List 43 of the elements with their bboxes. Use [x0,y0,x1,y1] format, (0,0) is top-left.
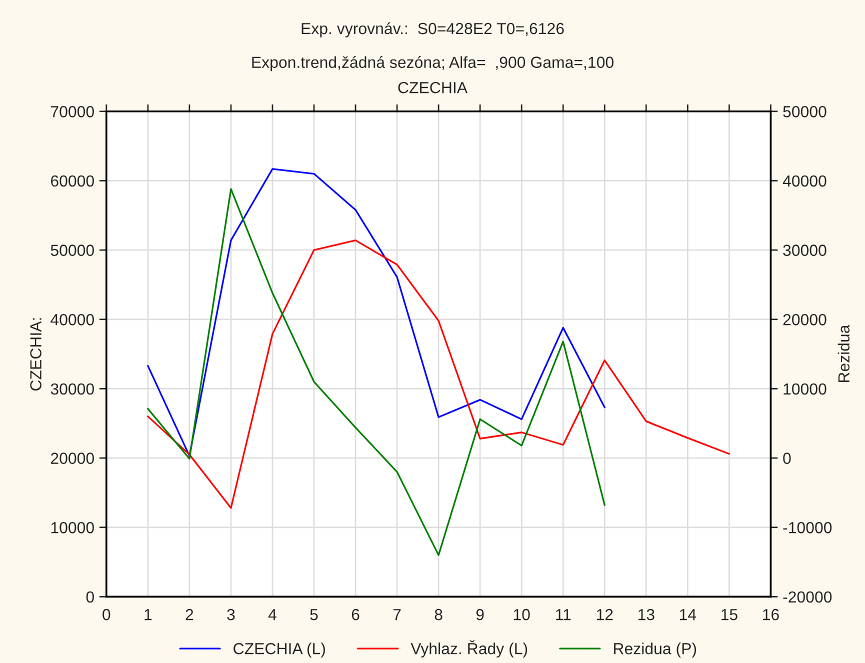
chart-title: Exp. vyrovnáv.: S0=428E2 T0=,6126 [302,22,564,38]
x-tick-label: 2 [186,608,194,620]
y-tick-label: 0 [86,591,94,603]
x-tick-label: 10 [514,608,530,620]
x-tick-label: 4 [268,609,276,620]
y-tick-label: 30000 [50,383,94,395]
x-tick-label: 16 [763,608,779,620]
line-series [147,240,730,509]
x-tick-label: 11 [556,609,571,620]
x-tick-label: 8 [434,608,442,620]
x-tick-label: 5 [310,609,318,620]
line-series [147,168,606,457]
y2-tick-label: 40000 [782,175,826,187]
x-tick-label: 12 [596,608,613,620]
y2-tick-label: 30000 [783,244,826,256]
legend-label: Vyhlaz. Řady (L) [410,640,528,658]
y-tick-label: 40000 [50,314,94,326]
y2-tick-label: -20000 [783,591,832,603]
y-axis-title: CZECHIA: [30,318,42,390]
y-tick-label: 50000 [50,244,94,256]
y-tick-label: 10000 [51,522,94,534]
x-tick-label: 13 [638,608,654,620]
x-tick-label: 15 [722,609,738,620]
y2-tick-label: 10000 [784,383,826,395]
y2-axis-title: Rezidua [838,324,850,382]
y2-tick-label: 50000 [783,106,826,118]
legend-label: CZECHIA (L) [234,642,325,658]
y2-tick-label: 20000 [783,314,826,326]
y2-tick-label: -10000 [783,522,832,534]
x-tick-label: 3 [227,608,235,620]
legend-label: Rezidua (P) [614,642,696,658]
x-tick-label: 14 [680,609,696,620]
x-tick-label: 0 [102,608,110,620]
line-series [147,188,606,556]
y-tick-label: 20000 [50,452,94,464]
x-tick-label: 9 [476,608,484,620]
x-tick-label: 7 [393,609,401,620]
y2-tick-label: 0 [783,452,791,464]
x-tick-label: 1 [144,609,152,620]
y-tick-label: 70000 [51,106,94,118]
x-tick-label: 6 [352,608,360,620]
chart-subtitle: Expon.trend,žádná sezóna; Alfa= ,900 Gama=,100 CZECHIA [252,56,614,94]
y-tick-label: 60000 [50,175,94,187]
